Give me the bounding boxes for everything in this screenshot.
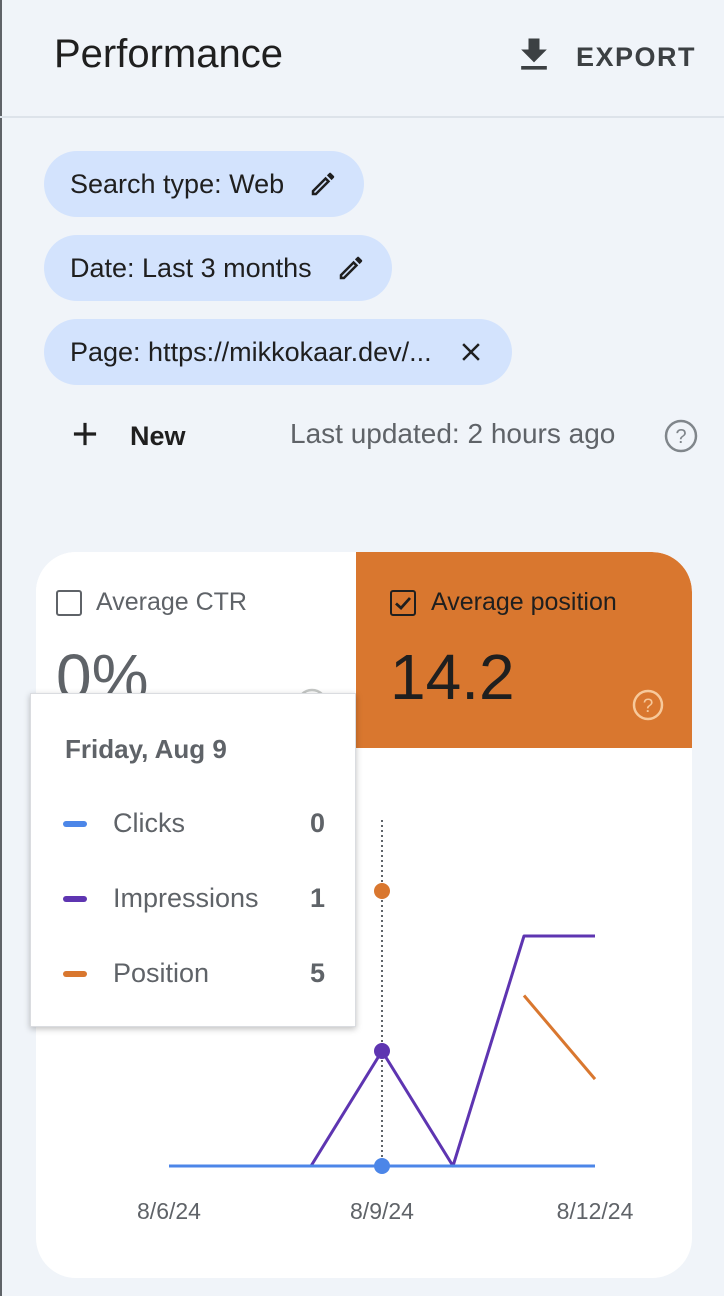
tooltip-series-value: 0: [309, 808, 325, 838]
x-tick-label: 8/6/24: [137, 1198, 201, 1224]
tooltip-row-impressions: Impressions 1: [63, 879, 325, 919]
export-button[interactable]: EXPORT: [512, 34, 696, 80]
page-title: Performance: [54, 32, 283, 76]
tooltip-series-name: Position: [113, 958, 210, 988]
position-series-line: [522, 994, 597, 1081]
chart-tooltip: Friday, Aug 9 Clicks 0 Impressions 1 Pos…: [30, 693, 356, 1027]
tooltip-row-clicks: Clicks 0: [63, 804, 325, 844]
legend-swatch: [63, 896, 87, 902]
filter-chip-label: Date: Last 3 months: [70, 252, 312, 283]
clicks-point: [374, 1158, 390, 1174]
position-point: [374, 883, 390, 899]
left-border: [0, 0, 2, 1296]
x-tick-label: 8/9/24: [350, 1198, 414, 1224]
legend-swatch: [63, 971, 87, 977]
filter-chip-page[interactable]: Page: https://mikkokaar.dev/...: [44, 319, 512, 385]
pencil-icon[interactable]: [336, 253, 366, 283]
average-position-checkbox[interactable]: [390, 590, 416, 616]
metric-tile-average-position[interactable]: Average position 14.2 ?: [356, 552, 692, 748]
average-ctr-checkbox[interactable]: [56, 590, 82, 616]
performance-chart[interactable]: 8/6/24 8/9/24 8/12/24: [36, 552, 692, 1278]
impressions-point: [374, 1043, 390, 1059]
filter-chip-label: Page: https://mikkokaar.dev/...: [70, 336, 432, 367]
tooltip-series-name: Impressions: [113, 883, 259, 913]
plus-icon: [66, 415, 104, 458]
tooltip-series-name: Clicks: [113, 808, 185, 838]
new-filter-button[interactable]: New: [66, 414, 186, 458]
x-tick-label: 8/12/24: [557, 1198, 634, 1224]
filter-chip-search-type[interactable]: Search type: Web: [44, 151, 365, 217]
close-icon[interactable]: [456, 337, 486, 367]
metric-label: Average position: [431, 588, 617, 616]
export-label: EXPORT: [576, 41, 697, 72]
filter-chip-date[interactable]: Date: Last 3 months: [44, 235, 392, 301]
metric-label: Average CTR: [96, 588, 247, 616]
tooltip-date: Friday, Aug 9: [65, 734, 227, 764]
help-icon[interactable]: ?: [632, 689, 664, 721]
metric-value: 14.2: [390, 641, 515, 713]
check-icon: [395, 597, 412, 610]
tooltip-series-value: 1: [309, 883, 325, 913]
pencil-icon[interactable]: [308, 169, 338, 199]
download-icon: [512, 33, 556, 82]
new-filter-label: New: [130, 420, 186, 451]
filter-chip-label: Search type: Web: [70, 168, 285, 199]
svg-text:?: ?: [643, 696, 654, 717]
svg-text:?: ?: [675, 426, 686, 448]
help-icon[interactable]: ?: [664, 419, 698, 453]
tooltip-row-position: Position 5: [63, 954, 325, 994]
page-header: Performance EXPORT: [0, 0, 724, 118]
legend-swatch: [63, 821, 87, 827]
last-updated-text: Last updated: 2 hours ago: [290, 418, 616, 449]
tooltip-series-value: 5: [309, 958, 325, 988]
